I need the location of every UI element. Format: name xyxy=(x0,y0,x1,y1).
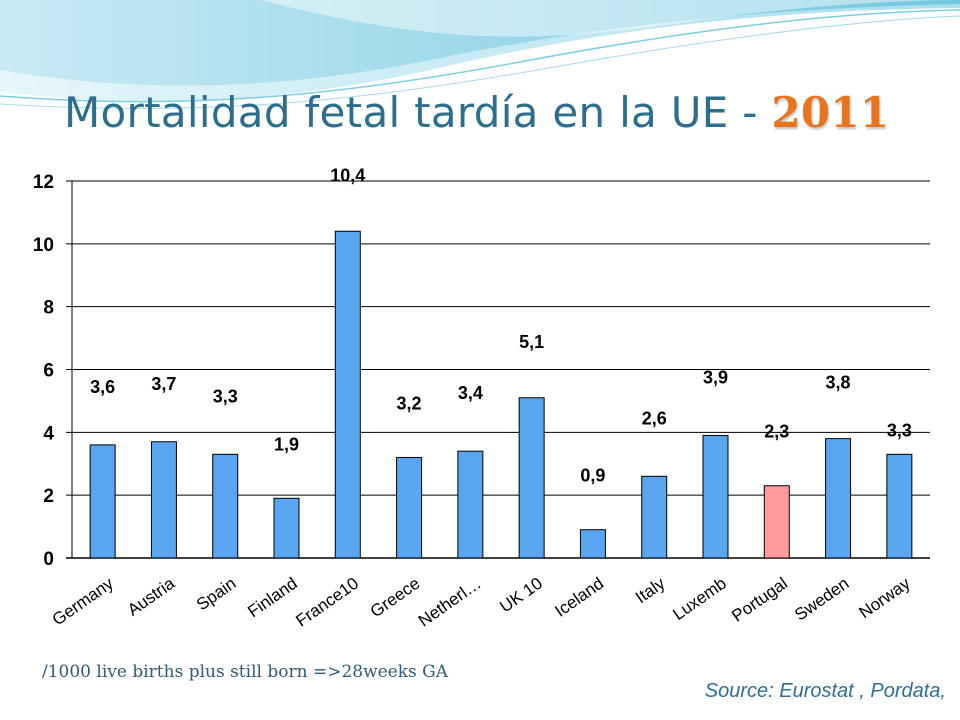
y-tick-label: 12 xyxy=(33,172,54,193)
data-label: 2,3 xyxy=(764,422,789,442)
source-note: Source: Eurostat , Pordata, xyxy=(704,680,946,702)
data-label: 2,6 xyxy=(642,408,667,428)
bar-austria xyxy=(150,441,177,559)
data-label: 10,4 xyxy=(330,165,365,185)
bar-italy xyxy=(641,475,668,559)
category-label: Italy xyxy=(632,573,669,607)
title-year: 2011 xyxy=(771,88,890,137)
data-label: 3,4 xyxy=(458,383,483,403)
bar-netherl xyxy=(457,450,484,559)
header-wave-decoration xyxy=(0,0,960,110)
bar-germany xyxy=(89,444,116,559)
bar-uk-10 xyxy=(518,397,545,559)
category-label: UK 10 xyxy=(496,574,546,617)
y-tick-label: 10 xyxy=(33,235,54,256)
category-label: Germany xyxy=(49,573,118,629)
category-label: Netherl… xyxy=(415,574,485,631)
bar-france10 xyxy=(334,230,361,559)
slide-title: Mortalidad fetal tardía en la UE - 2011 xyxy=(64,88,944,137)
data-label: 1,9 xyxy=(274,434,299,454)
category-label: Sweden xyxy=(791,574,852,625)
data-label: 0,9 xyxy=(580,466,605,486)
y-tick-label: 6 xyxy=(43,361,54,382)
bar-greece xyxy=(396,456,423,559)
data-label: 3,3 xyxy=(887,420,912,440)
bar-sweden xyxy=(825,438,852,559)
category-label: France10 xyxy=(292,574,362,631)
bar-portugal xyxy=(763,485,790,559)
category-label: Iceland xyxy=(551,574,607,621)
y-tick-label: 0 xyxy=(43,549,54,570)
bar-luxemb xyxy=(702,434,729,559)
data-label: 3,7 xyxy=(151,374,176,394)
y-tick-label: 2 xyxy=(43,486,54,507)
category-label: Norway xyxy=(856,573,915,622)
data-label: 3,3 xyxy=(213,386,238,406)
bar-iceland xyxy=(579,529,606,559)
category-label: Austria xyxy=(124,573,179,619)
data-label: 3,2 xyxy=(397,393,422,413)
data-label: 3,8 xyxy=(826,373,851,393)
data-label: 3,6 xyxy=(90,377,115,397)
category-label: Portugal xyxy=(728,574,791,626)
category-label: Spain xyxy=(193,574,240,615)
title-main-text: Mortalidad fetal tardía en la UE - xyxy=(64,88,772,137)
data-label: 3,9 xyxy=(703,367,728,387)
bar-finland xyxy=(273,497,300,559)
bar-spain xyxy=(212,453,239,559)
footnote: /1000 live births plus still born =>28we… xyxy=(42,662,449,682)
y-tick-label: 8 xyxy=(43,298,54,319)
bar-norway xyxy=(886,453,913,559)
category-label: Luxemb xyxy=(669,574,729,624)
y-tick-label: 4 xyxy=(43,423,54,444)
data-label: 5,1 xyxy=(519,332,544,352)
